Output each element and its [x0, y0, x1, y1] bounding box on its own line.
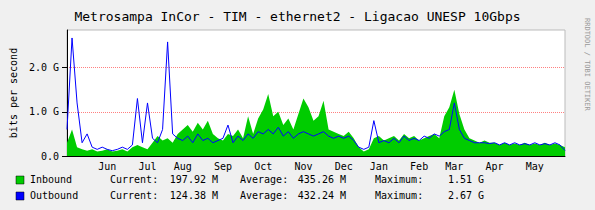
svg-text:2.0 G: 2.0 G: [29, 62, 59, 73]
svg-text:Average:: Average:: [240, 190, 288, 201]
svg-text:Oct: Oct: [254, 161, 272, 172]
svg-text:Nov: Nov: [294, 161, 312, 172]
svg-text:124.38 M: 124.38 M: [170, 190, 218, 201]
svg-text:RRDTOOL / TOBI OETIKER: RRDTOOL / TOBI OETIKER: [583, 18, 591, 112]
svg-text:Inbound: Inbound: [30, 174, 72, 185]
svg-text:Jul: Jul: [138, 161, 156, 172]
svg-text:Outbound: Outbound: [30, 190, 78, 201]
svg-text:May: May: [526, 161, 544, 172]
svg-text:Current:: Current:: [110, 190, 158, 201]
svg-text:1.51 G: 1.51 G: [448, 174, 484, 185]
svg-text:Metrosampa InCor - TIM - ether: Metrosampa InCor - TIM - ethernet2 - Lig…: [74, 9, 520, 24]
svg-text:432.24 M: 432.24 M: [298, 190, 346, 201]
svg-text:Feb: Feb: [410, 161, 428, 172]
svg-text:Jan: Jan: [370, 161, 388, 172]
svg-text:Average:: Average:: [240, 174, 288, 185]
svg-text:Jun: Jun: [98, 161, 116, 172]
svg-text:Current:: Current:: [110, 174, 158, 185]
svg-text:197.92 M: 197.92 M: [170, 174, 218, 185]
svg-text:bits per second: bits per second: [8, 48, 19, 138]
svg-text:Sep: Sep: [214, 161, 232, 172]
svg-text:Apr: Apr: [486, 161, 504, 172]
svg-text:435.26 M: 435.26 M: [298, 174, 346, 185]
svg-text:Dec: Dec: [335, 161, 353, 172]
svg-text:1.0 G: 1.0 G: [29, 106, 59, 117]
svg-text:Maximum:: Maximum:: [375, 174, 423, 185]
svg-text:Mar: Mar: [445, 161, 463, 172]
svg-text:Aug: Aug: [174, 161, 192, 172]
svg-text:Maximum:: Maximum:: [375, 190, 423, 201]
svg-text:0.0: 0.0: [41, 151, 59, 162]
svg-text:2.67 G: 2.67 G: [448, 190, 484, 201]
